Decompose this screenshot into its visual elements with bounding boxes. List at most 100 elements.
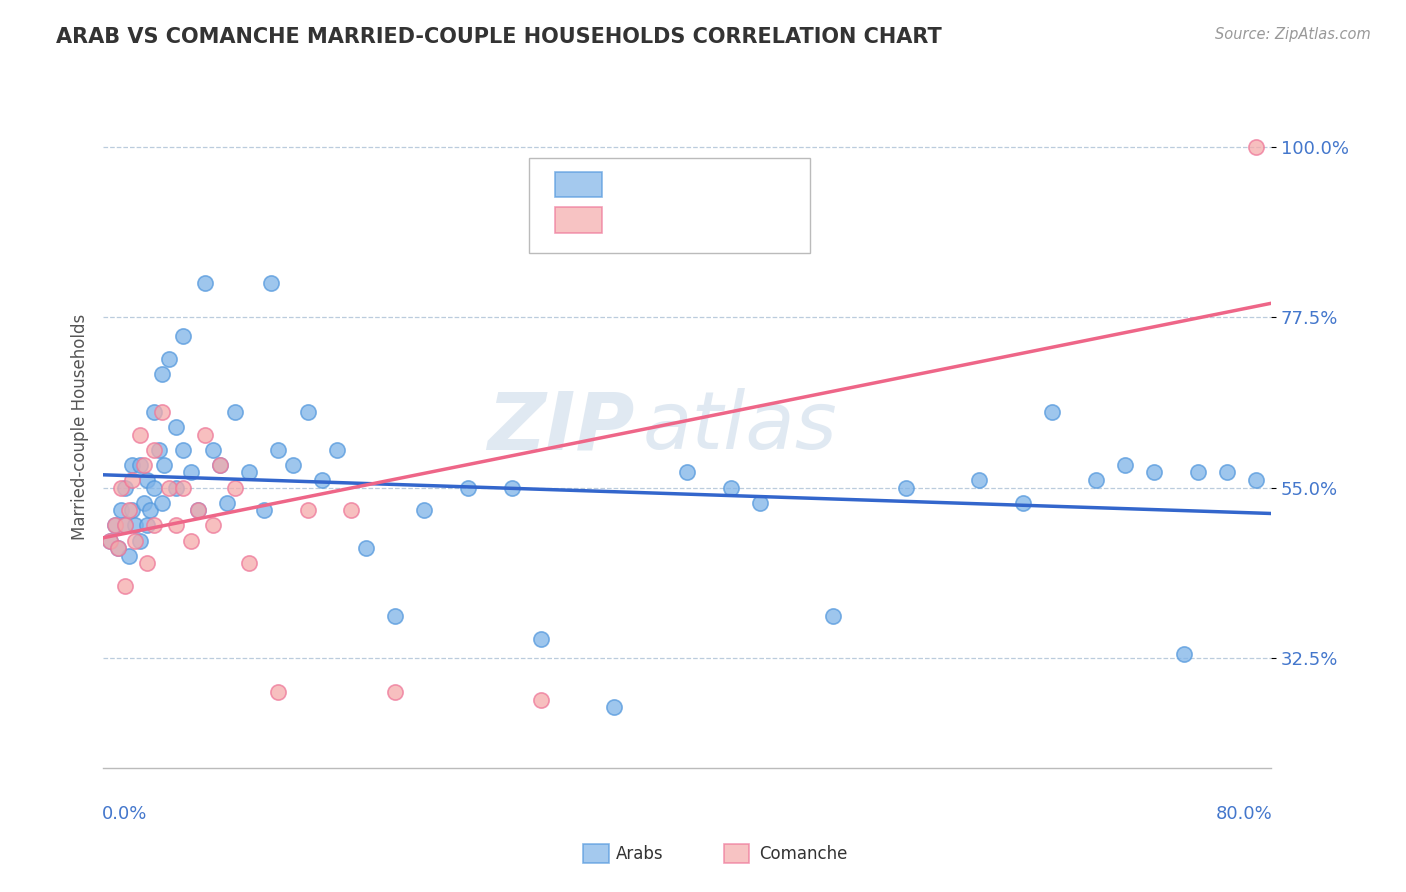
Text: Comanche: Comanche [759, 845, 848, 863]
Text: R = 0.100   N = 64: R = 0.100 N = 64 [617, 176, 787, 194]
Point [238, 466, 260, 480]
Point [132, 458, 155, 472]
Point [267, 442, 290, 457]
Point [1040, 405, 1063, 419]
Point [354, 541, 377, 556]
Text: ARAB VS COMANCHE MARRIED-COUPLE HOUSEHOLDS CORRELATION CHART: ARAB VS COMANCHE MARRIED-COUPLE HOUSEHOL… [56, 27, 942, 46]
Point [1114, 458, 1136, 472]
Point [121, 458, 143, 472]
Text: Arabs: Arabs [616, 845, 664, 863]
Point [165, 518, 187, 533]
Text: R = 0.575   N = 31: R = 0.575 N = 31 [617, 211, 787, 229]
Text: Source: ZipAtlas.com: Source: ZipAtlas.com [1215, 27, 1371, 42]
Point [530, 632, 553, 646]
Text: ZIP: ZIP [488, 388, 634, 466]
Point [676, 466, 699, 480]
Point [1246, 473, 1268, 487]
Point [1246, 140, 1268, 154]
Point [384, 685, 406, 699]
Point [114, 481, 136, 495]
Y-axis label: Married-couple Households: Married-couple Households [72, 314, 89, 541]
Point [967, 473, 990, 487]
Point [224, 481, 246, 495]
Point [501, 481, 523, 495]
Point [823, 609, 845, 624]
Point [253, 503, 276, 517]
Point [165, 420, 187, 434]
Point [281, 458, 304, 472]
Point [143, 518, 166, 533]
Point [107, 541, 129, 556]
Point [128, 458, 150, 472]
Point [124, 518, 146, 533]
Point [194, 427, 217, 442]
Text: 80.0%: 80.0% [1216, 805, 1272, 823]
Point [208, 458, 231, 472]
Point [194, 276, 217, 290]
Point [749, 496, 772, 510]
Point [297, 405, 319, 419]
Point [110, 503, 132, 517]
Point [118, 549, 141, 563]
Point [136, 557, 159, 571]
Point [153, 458, 176, 472]
Point [224, 405, 246, 419]
Point [136, 473, 159, 487]
Point [104, 518, 127, 533]
Point [104, 518, 127, 533]
Point [150, 405, 173, 419]
Point [114, 579, 136, 593]
Point [165, 481, 187, 495]
Point [128, 533, 150, 548]
Point [128, 427, 150, 442]
Point [325, 442, 347, 457]
Point [180, 533, 202, 548]
Point [201, 518, 224, 533]
Point [530, 692, 553, 706]
Point [139, 503, 162, 517]
Point [100, 533, 122, 548]
Point [238, 557, 260, 571]
FancyBboxPatch shape [555, 171, 602, 197]
Point [720, 481, 742, 495]
Point [118, 503, 141, 517]
Point [100, 533, 122, 548]
Point [172, 442, 194, 457]
Point [217, 496, 239, 510]
Point [260, 276, 283, 290]
Point [1012, 496, 1035, 510]
Point [157, 481, 180, 495]
Point [267, 685, 290, 699]
Point [384, 609, 406, 624]
Point [150, 367, 173, 381]
Point [136, 518, 159, 533]
Point [1173, 647, 1195, 661]
Point [311, 473, 333, 487]
Point [180, 466, 202, 480]
Point [132, 496, 155, 510]
Point [340, 503, 363, 517]
Point [124, 533, 146, 548]
Point [457, 481, 479, 495]
Point [150, 496, 173, 510]
Point [143, 481, 166, 495]
Point [1216, 466, 1239, 480]
Point [172, 329, 194, 343]
Point [114, 518, 136, 533]
Point [114, 518, 136, 533]
Point [1143, 466, 1166, 480]
Point [894, 481, 917, 495]
Point [603, 700, 626, 714]
Point [187, 503, 209, 517]
Point [201, 442, 224, 457]
Point [187, 503, 209, 517]
Point [148, 442, 170, 457]
Point [208, 458, 231, 472]
Point [172, 481, 194, 495]
Point [110, 481, 132, 495]
Point [413, 503, 436, 517]
Text: 0.0%: 0.0% [103, 805, 148, 823]
Point [157, 351, 180, 366]
Point [121, 473, 143, 487]
Point [107, 541, 129, 556]
